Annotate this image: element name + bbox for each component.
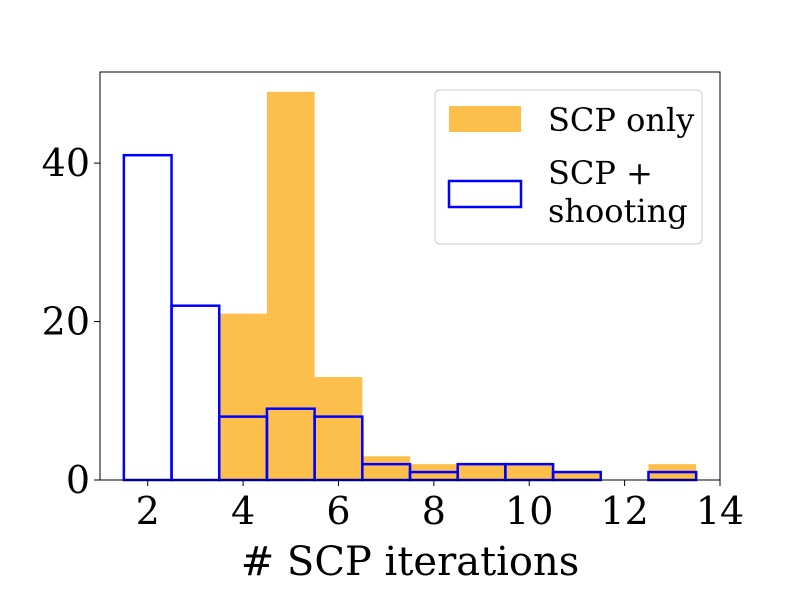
bar-scp-shooting-3 — [170, 304, 221, 482]
bar-scp-only-10 — [505, 464, 554, 480]
x-tick-label: 12 — [600, 489, 648, 533]
bar-scp-only-5 — [266, 91, 315, 481]
legend: SCP only SCP + shooting — [434, 89, 703, 245]
y-axis-ticks: 0 20 40 — [42, 141, 100, 502]
x-tick-label: 10 — [505, 489, 553, 533]
x-tick-label: 14 — [696, 489, 744, 533]
legend-label-scp-shooting-line1: SCP + — [548, 154, 653, 192]
y-tick-label: 20 — [42, 300, 90, 344]
bar-scp-only-4 — [219, 313, 267, 480]
y-tick-label: 40 — [42, 141, 90, 185]
x-tick-label: 6 — [326, 489, 350, 533]
bar-scp-only-11 — [553, 472, 601, 480]
bar-scp-shooting-2 — [122, 153, 173, 482]
y-tick-label: 0 — [66, 458, 90, 502]
x-tick-label: 4 — [231, 489, 255, 533]
legend-swatch-scp-shooting — [447, 179, 523, 209]
x-tick-label: 2 — [136, 489, 160, 533]
legend-swatch-scp-only — [449, 106, 521, 132]
plot-area-frame — [99, 71, 721, 481]
bar-scp-only-9 — [457, 464, 506, 480]
bar-scp-only-7 — [362, 456, 410, 480]
x-axis-ticks: 2 4 6 8 10 12 14 — [136, 480, 744, 533]
x-tick-label: 8 — [422, 489, 446, 533]
x-axis-label: # SCP iterations — [241, 539, 580, 585]
legend-label-scp-only: SCP only — [548, 101, 694, 139]
series-scp-only — [219, 91, 697, 481]
bar-scp-only-6 — [314, 377, 363, 480]
legend-label-scp-shooting-line2: shooting — [548, 192, 688, 230]
